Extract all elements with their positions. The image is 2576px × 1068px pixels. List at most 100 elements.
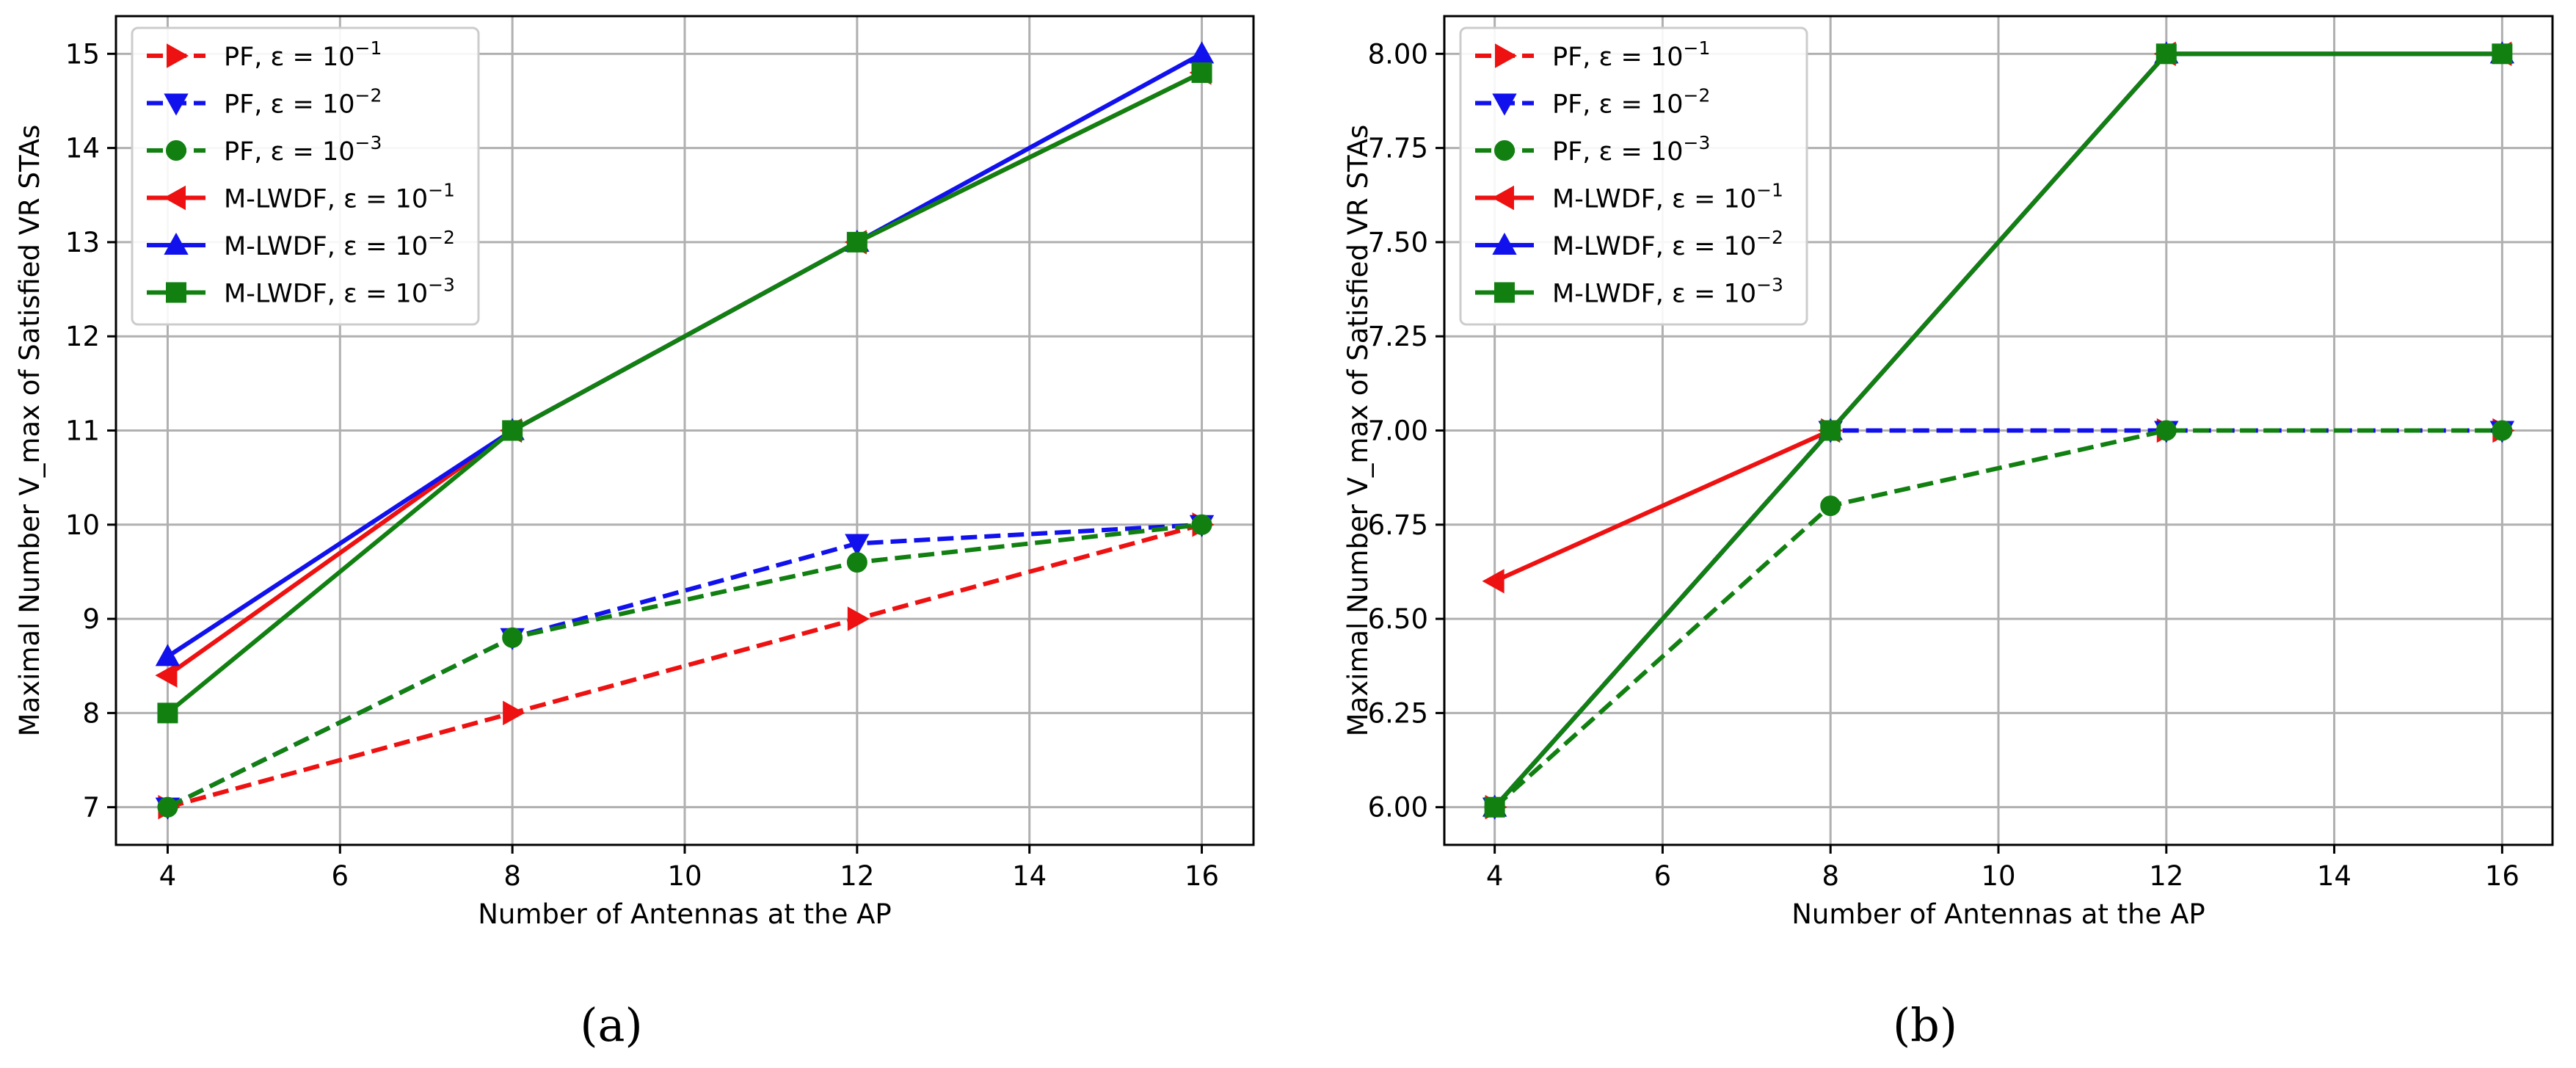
legend-label: PF, ε = 10−1 xyxy=(224,37,382,72)
x-tick-label: 14 xyxy=(2317,860,2351,892)
legend-label-exponent: −1 xyxy=(355,37,382,59)
legend-item: M-LWDF, ε = 10−2 xyxy=(147,227,455,261)
data-point xyxy=(845,534,870,556)
data-point xyxy=(1484,796,1505,818)
x-tick-label: 10 xyxy=(1981,860,2015,892)
x-tick-label: 12 xyxy=(2149,860,2183,892)
y-tick-label: 13 xyxy=(65,227,100,258)
legend-item: PF, ε = 10−1 xyxy=(1475,37,1710,72)
data-point xyxy=(846,231,867,253)
y-tick-label: 6.75 xyxy=(1368,509,1428,541)
legend-label: PF, ε = 10−3 xyxy=(1552,132,1710,167)
legend-label: PF, ε = 10−2 xyxy=(1552,85,1710,120)
x-tick-label: 10 xyxy=(667,860,702,892)
series-line xyxy=(1493,428,2503,809)
legend-label-text: M-LWDF, ε = 10 xyxy=(1552,280,1756,309)
x-axis-label: Number of Antennas at the AP xyxy=(1791,898,2205,930)
chart-panel-a: 4 6 8 10 12 14 16 7 8 9 10 11 12 13 14 15 Number of Ante… xyxy=(14,15,1255,1052)
legend-item: PF, ε = 10−3 xyxy=(147,132,382,167)
data-point xyxy=(2155,420,2177,441)
y-tick-label: 8 xyxy=(82,697,100,729)
y-tick-label: 14 xyxy=(65,133,100,164)
x-tick-label: 6 xyxy=(1654,860,1672,892)
x-tick-label: 6 xyxy=(332,860,349,892)
legend-marker xyxy=(166,140,186,161)
y-tick-label: 6.25 xyxy=(1368,697,1428,729)
y-tick-label: 12 xyxy=(65,321,100,352)
legend-box xyxy=(131,26,480,326)
legend-label: M-LWDF, ε = 10−1 xyxy=(1552,180,1783,214)
legend-item: PF, ε = 10−1 xyxy=(147,37,382,72)
y-tick-label: 7 xyxy=(82,792,100,824)
legend-label-exponent: −1 xyxy=(1756,180,1783,201)
series-line xyxy=(1493,51,2503,809)
legend-label-text: PF, ε = 10 xyxy=(224,90,355,120)
x-tick-label: 4 xyxy=(1486,860,1504,892)
legend-label-exponent: −2 xyxy=(1756,227,1783,248)
data-point xyxy=(847,606,870,631)
legend-label-text: PF, ε = 10 xyxy=(1552,90,1684,120)
legend-marker xyxy=(166,282,186,303)
data-point xyxy=(1191,62,1212,83)
legend-marker xyxy=(164,232,189,255)
series-2 xyxy=(157,514,1212,818)
y-axis-label: Maximal Number V_max of Satisfied VR STA… xyxy=(1342,125,1374,737)
legend-marker xyxy=(163,185,186,211)
legend-label: M-LWDF, ε = 10−3 xyxy=(224,275,455,309)
y-tick-label: 7.00 xyxy=(1368,415,1428,447)
legend-label-exponent: −3 xyxy=(1684,132,1711,153)
data-point xyxy=(155,663,178,688)
data-point xyxy=(155,644,181,666)
legend-label: PF, ε = 10−2 xyxy=(224,85,382,120)
x-tick-label: 8 xyxy=(503,860,521,892)
data-point xyxy=(1482,569,1505,594)
legend-label-text: M-LWDF, ε = 10 xyxy=(224,280,428,309)
legend-item: M-LWDF, ε = 10−3 xyxy=(147,275,455,309)
legend-label: PF, ε = 10−3 xyxy=(224,132,382,167)
legend-marker xyxy=(167,43,189,68)
y-tick-label: 10 xyxy=(65,509,100,541)
legend-label-exponent: −2 xyxy=(428,227,455,248)
legend-item: M-LWDF, ε = 10−1 xyxy=(147,180,455,214)
x-tick-label: 12 xyxy=(840,860,874,892)
legend-marker xyxy=(1492,93,1517,116)
data-point xyxy=(502,627,523,648)
legend-label-text: M-LWDF, ε = 10 xyxy=(1552,232,1756,261)
y-tick-label: 7.75 xyxy=(1368,133,1428,164)
legend-marker xyxy=(1492,232,1517,255)
series-2 xyxy=(1484,420,2513,818)
legend-label-exponent: −2 xyxy=(355,85,382,106)
legend-label-text: M-LWDF, ε = 10 xyxy=(1552,185,1756,214)
chart-panel-b: 4 6 8 10 12 14 16 6.00 6.25 6.50 6.75 7.00 7.25 7.50 7… xyxy=(1342,15,2554,1052)
legend-box xyxy=(1459,26,1808,326)
x-tick-label: 4 xyxy=(159,860,177,892)
data-point xyxy=(1191,514,1212,535)
series-line xyxy=(167,522,1203,810)
data-point xyxy=(1820,495,1841,517)
legend-item: PF, ε = 10−2 xyxy=(1475,85,1710,120)
y-tick-label: 15 xyxy=(65,38,100,70)
series-line xyxy=(167,522,1202,810)
data-point xyxy=(1820,420,1841,441)
legend-label-exponent: −3 xyxy=(1756,275,1783,296)
y-tick-label: 7.25 xyxy=(1368,321,1428,352)
legend: PF, ε = 10−1PF, ε = 10−2PF, ε = 10−3M-LW… xyxy=(131,26,480,326)
legend-marker xyxy=(1494,140,1515,161)
legend-label-exponent: −2 xyxy=(1684,85,1711,106)
series-line xyxy=(166,70,1203,715)
data-point xyxy=(2492,43,2513,65)
y-axis-label: Maximal Number V_max of Satisfied VR STA… xyxy=(14,125,46,737)
y-tick-label: 8.00 xyxy=(1368,38,1428,70)
legend-marker xyxy=(164,93,189,116)
data-point xyxy=(2492,420,2513,441)
legend-label-exponent: −3 xyxy=(428,275,455,296)
data-point xyxy=(502,420,523,441)
panel-label: (b) xyxy=(1893,998,1957,1052)
legend-label: PF, ε = 10−1 xyxy=(1552,37,1710,72)
legend-label: M-LWDF, ε = 10−1 xyxy=(224,180,455,214)
x-tick-label: 8 xyxy=(1822,860,1839,892)
legend-marker xyxy=(1495,43,1518,68)
data-point xyxy=(2155,43,2177,65)
y-tick-label: 6.50 xyxy=(1368,603,1428,635)
panel-label: (a) xyxy=(580,998,642,1052)
